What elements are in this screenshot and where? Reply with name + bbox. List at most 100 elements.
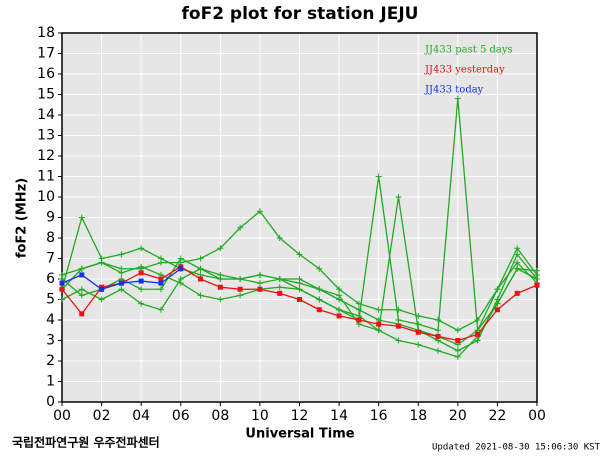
point — [99, 286, 105, 292]
point — [177, 255, 184, 262]
y-tick-label: 4 — [46, 312, 55, 328]
legend-entry: JJ433 yesterday — [424, 65, 505, 76]
point — [297, 297, 302, 302]
point — [395, 323, 401, 329]
point — [435, 333, 441, 339]
point — [237, 276, 244, 282]
point — [534, 267, 540, 274]
point — [118, 286, 125, 293]
y-tick-label: 7 — [46, 251, 55, 267]
point — [78, 214, 85, 221]
point — [257, 286, 263, 292]
footer-left: 국립전파연구원 우주전파센터 — [12, 435, 160, 450]
x-tick-label: 22 — [489, 408, 507, 424]
point — [356, 317, 362, 323]
y-tick-label: 14 — [37, 107, 55, 123]
point — [336, 306, 343, 313]
footer-right: Updated 2021-08-30 15:06:30 KST — [432, 443, 601, 453]
x-tick-label: 00 — [53, 408, 71, 424]
point — [336, 313, 342, 319]
point — [256, 208, 263, 215]
legend-entry: JJ433 today — [424, 85, 484, 96]
point — [59, 280, 65, 286]
point — [157, 306, 164, 313]
point — [118, 269, 125, 276]
y-tick-label: 3 — [46, 333, 55, 349]
point — [534, 282, 540, 288]
point — [118, 280, 124, 286]
point — [138, 263, 145, 270]
x-tick-label: 16 — [370, 408, 388, 424]
y-tick-label: 0 — [46, 394, 55, 410]
point — [375, 173, 382, 180]
point — [98, 296, 105, 303]
point — [514, 265, 521, 272]
point — [514, 245, 521, 252]
point — [177, 280, 184, 287]
point — [494, 307, 500, 313]
point — [237, 224, 244, 231]
point — [336, 286, 343, 293]
point — [514, 290, 520, 296]
point — [198, 276, 204, 282]
point — [197, 265, 204, 272]
point — [296, 286, 303, 293]
point — [514, 251, 521, 258]
point — [197, 292, 204, 299]
x-tick-label: 06 — [172, 408, 190, 424]
y-tick-label: 11 — [37, 169, 55, 185]
point — [158, 276, 164, 282]
y-tick-label: 18 — [37, 25, 55, 41]
x-tick-label: 04 — [132, 408, 150, 424]
point — [79, 272, 85, 278]
point — [474, 317, 481, 323]
point — [375, 306, 382, 313]
point — [316, 265, 323, 272]
point — [435, 317, 442, 323]
point — [475, 331, 481, 337]
y-tick-label: 9 — [46, 210, 55, 226]
point — [276, 276, 283, 282]
point — [118, 251, 125, 258]
point — [178, 266, 184, 272]
point — [217, 276, 224, 282]
point — [237, 292, 244, 299]
point — [355, 306, 362, 313]
point — [435, 347, 442, 354]
x-tick-label: 10 — [251, 408, 269, 424]
point — [158, 280, 164, 286]
plot-frame — [61, 32, 538, 403]
y-tick-label: 16 — [37, 66, 55, 82]
point — [514, 259, 521, 266]
point — [375, 327, 382, 334]
point — [494, 286, 501, 293]
y-tick-label: 12 — [37, 148, 55, 164]
legend-entry: JJ433 past 5 days — [424, 45, 513, 56]
x-axis-label: Universal Time — [245, 427, 354, 442]
point — [296, 280, 303, 287]
point — [217, 284, 223, 290]
x-tick-label: 00 — [528, 408, 546, 424]
x-tick-label: 12 — [291, 408, 309, 424]
point — [316, 307, 322, 313]
y-axis-label: foF2 (MHz) — [15, 178, 30, 258]
point — [454, 353, 461, 360]
point — [138, 245, 145, 252]
y-tick-label: 10 — [37, 189, 55, 205]
point — [276, 235, 283, 241]
point — [454, 95, 461, 102]
x-tick-label: 14 — [330, 408, 348, 424]
point — [217, 245, 224, 252]
y-tick-label: 1 — [46, 374, 55, 390]
point — [454, 347, 461, 354]
point — [455, 338, 461, 343]
point — [237, 286, 243, 292]
y-tick-label: 15 — [37, 87, 55, 103]
point — [98, 259, 105, 266]
point — [59, 296, 65, 303]
point — [78, 265, 85, 272]
y-tick-label: 13 — [37, 128, 55, 144]
point — [78, 286, 85, 293]
